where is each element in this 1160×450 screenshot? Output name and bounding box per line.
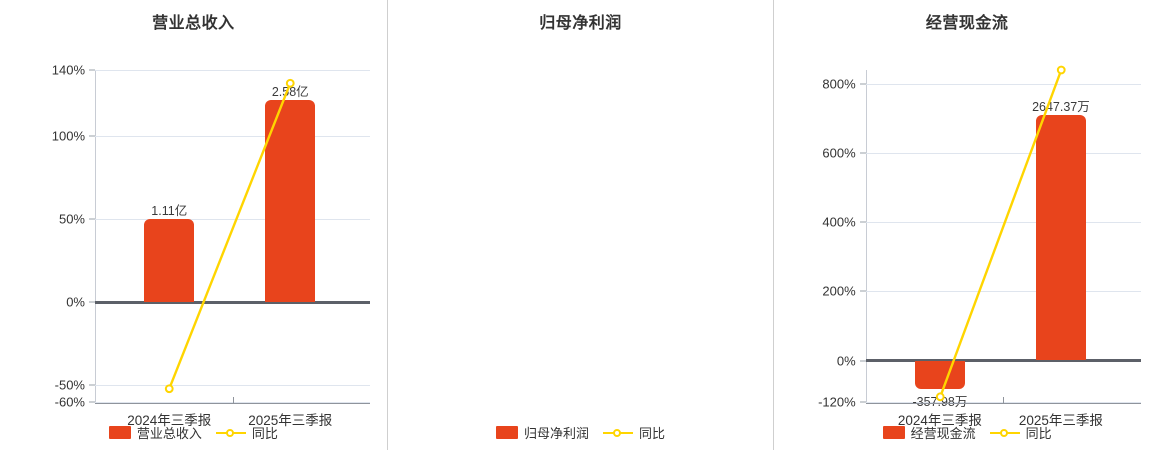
y-axis-tick-mark — [859, 221, 866, 223]
y-axis-tick-label: 800% — [822, 76, 856, 92]
y-axis-tick-mark — [859, 401, 866, 403]
x-axis-rule — [95, 403, 370, 404]
bar-value-label: -357.98万 — [912, 394, 968, 409]
x-axis-category-label: 2024年三季报 — [897, 413, 982, 428]
y-axis-spine — [865, 70, 867, 402]
x-axis-category-label: 2025年三季报 — [248, 413, 333, 428]
legend-item-line-revenue[interactable]: 同比 — [215, 423, 278, 442]
legend-item-line-cash-flow[interactable]: 同比 — [989, 423, 1052, 442]
gridline — [95, 70, 370, 71]
gridline — [95, 136, 370, 138]
y-axis-tick-mark — [859, 83, 866, 85]
y-axis-tick-label: -120% — [818, 394, 856, 410]
line-marker-icon — [989, 426, 1020, 439]
bar-value-label: 1.11亿 — [151, 204, 188, 219]
gridline — [95, 385, 370, 387]
y-axis-tick-label: 100% — [51, 128, 85, 144]
bar-value-label: 2.58亿 — [271, 84, 309, 99]
y-axis-tick-mark — [859, 152, 866, 154]
bar-swatch-icon — [495, 426, 518, 439]
y-axis-tick-label: -50% — [54, 377, 85, 393]
y-axis-tick-label: 50% — [58, 211, 85, 227]
legend-item-bar-revenue[interactable]: 营业总收入 — [108, 423, 202, 442]
legend-label-bar-net-profit: 归母净利润 — [523, 426, 589, 441]
bar[interactable] — [265, 99, 316, 303]
chart-panel-cash-flow: 经营现金流 0%-100%-200%-300%-400%-500%-1.50亿-… — [773, 0, 1160, 450]
y-axis-tick-label: 0% — [836, 353, 856, 368]
zero-axis-line — [95, 300, 370, 304]
legend-label-line-revenue: 同比 — [251, 426, 278, 441]
legend-label-bar-cash-flow: 经营现金流 — [910, 426, 976, 441]
chart-title-revenue: 营业总收入 — [152, 15, 235, 32]
y-axis-tick-mark — [859, 290, 866, 292]
x-axis-rule — [865, 403, 1141, 404]
line-marker-icon — [602, 426, 633, 439]
y-axis-tick-label: 140% — [51, 62, 85, 78]
legend-cash-flow: 经营现金流 同比 — [774, 423, 1160, 442]
y-axis-tick-label: -60% — [54, 394, 85, 410]
legend-label-line-net-profit: 同比 — [638, 426, 665, 441]
bar-swatch-icon — [882, 426, 905, 439]
chart-panel-net-profit: 归母净利润 800% 600% 400% 200% 0% -120% -357.98万 264… — [386, 0, 1141, 450]
x-axis-category-label: 2024年三季报 — [127, 413, 212, 428]
y-axis-tick-mark — [859, 360, 866, 361]
y-axis-tick-label: 200% — [822, 283, 856, 299]
y-axis-tick-mark — [89, 401, 95, 403]
legend-label-bar-revenue: 营业总收入 — [136, 426, 202, 441]
y-axis-tick-label: 600% — [822, 145, 856, 161]
y-axis-tick-label: 0% — [66, 294, 85, 310]
plot-area-revenue: 140% 100% 50% 0% -50% -60% 1.11亿 2.58亿 — [52, 63, 370, 410]
y-axis-spine — [95, 70, 96, 402]
bar[interactable] — [144, 219, 195, 303]
legend-item-bar-net-profit[interactable]: 归母净利润 — [495, 423, 589, 442]
x-axis-category-label: 2025年三季报 — [1018, 413, 1103, 428]
y-axis-tick-mark — [89, 301, 95, 303]
y-axis-tick-mark — [89, 69, 95, 71]
legend-item-line-net-profit[interactable]: 同比 — [602, 423, 665, 442]
legend-revenue: 营业总收入 同比 — [0, 423, 387, 442]
y-axis-tick-mark — [89, 218, 95, 220]
gridline — [95, 219, 370, 221]
line-marker-icon — [215, 426, 246, 439]
chart-panel-revenue: 营业总收入 140% 100% 50% 0% -50% -60% 1.11亿 2.58亿 营业… — [0, 0, 387, 450]
chart-title-cash-flow: 经营现金流 — [925, 15, 1009, 32]
chart-title-net-profit: 归母净利润 — [539, 15, 622, 32]
y-axis-tick-label: 400% — [822, 214, 856, 230]
x-axis-mid-tick — [232, 397, 234, 403]
x-axis-mid-tick — [1003, 397, 1005, 403]
legend-item-bar-cash-flow[interactable]: 经营现金流 — [882, 423, 976, 442]
y-axis-tick-mark — [89, 384, 95, 386]
legend-label-line-cash-flow: 同比 — [1025, 426, 1052, 441]
bar-swatch-icon — [108, 426, 131, 439]
y-axis-tick-mark — [89, 135, 95, 137]
legend-net-profit: 归母净利润 同比 — [388, 423, 774, 442]
yoy-line-series — [164, 78, 295, 394]
